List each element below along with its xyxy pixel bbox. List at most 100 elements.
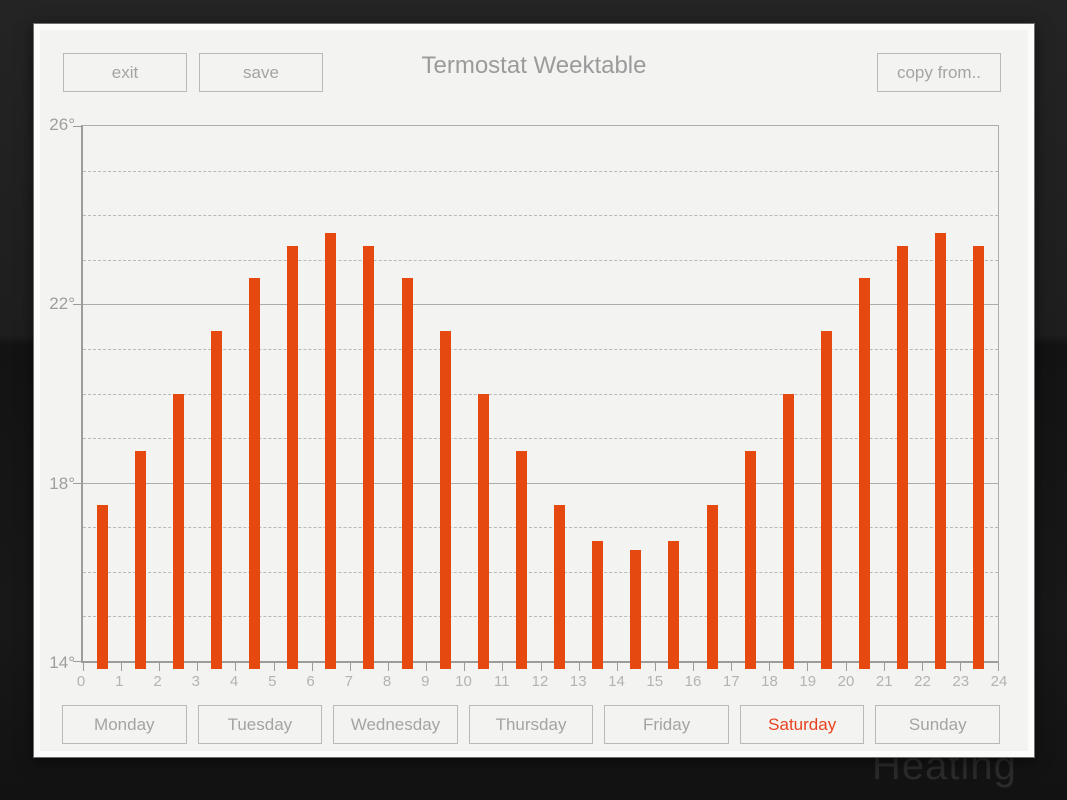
gridline: [83, 616, 998, 618]
temperature-bar-hour-14[interactable]: [630, 549, 642, 669]
x-axis-tick: [959, 663, 961, 671]
day-tab-sunday[interactable]: Sunday: [875, 705, 1001, 744]
x-axis-tick: [121, 663, 123, 671]
x-axis-tick-label: 24: [990, 673, 1008, 690]
exit-button[interactable]: exit: [63, 53, 187, 92]
x-axis-tick: [426, 663, 428, 671]
y-axis-tick-label: 22°: [49, 294, 75, 314]
temperature-bar-hour-18[interactable]: [782, 393, 794, 669]
x-axis-tick-label: 15: [646, 673, 664, 690]
temperature-bar-hour-3[interactable]: [210, 331, 222, 669]
x-axis-tick: [731, 663, 733, 671]
x-axis-tick-label: 12: [531, 673, 549, 690]
y-axis-tick: [73, 126, 81, 127]
x-axis-tick: [654, 663, 656, 671]
x-axis-tick-label: 8: [382, 673, 392, 690]
x-axis-tick-label: 13: [569, 673, 587, 690]
temperature-bar-hour-12[interactable]: [554, 504, 566, 669]
gridline: [83, 215, 998, 217]
temperature-bar-hour-6[interactable]: [325, 233, 337, 669]
x-axis-tick-label: 0: [76, 673, 86, 690]
x-axis-tick-label: 14: [608, 673, 625, 690]
x-axis-tick-label: 10: [455, 673, 472, 690]
x-axis-tick-label: 3: [191, 673, 200, 690]
temperature-bar-hour-4[interactable]: [249, 277, 261, 669]
x-axis-tick-label: 22: [914, 673, 931, 690]
temperature-bar-hour-15[interactable]: [668, 540, 680, 669]
x-axis-labels: 0 1 2 3 4 5 6 7 8 9 10 11 12 13 14 15 16 17 18 19 20 21 22 23 24: [77, 673, 1008, 693]
x-axis-tick-label: 5: [268, 673, 277, 690]
temperature-bar-hour-0[interactable]: [96, 504, 108, 669]
x-axis-tick: [159, 663, 161, 671]
day-tab-monday[interactable]: Monday: [62, 705, 187, 744]
gridline: [83, 482, 998, 484]
temperature-bar-hour-16[interactable]: [706, 504, 718, 669]
day-tab-saturday[interactable]: Saturday: [739, 705, 865, 744]
x-axis-tick-label: 2: [153, 673, 162, 690]
x-axis-tick-label: 23: [952, 673, 970, 690]
temperature-bar-hour-9[interactable]: [439, 331, 451, 669]
x-axis-tick: [540, 663, 542, 671]
gridline: [83, 348, 998, 350]
y-axis-tick: [73, 482, 81, 484]
x-axis-tick-label: 20: [837, 673, 855, 690]
page-title: Termostat Weektable: [421, 52, 647, 79]
x-axis-tick: [807, 663, 809, 671]
y-axis-tick-label: 26°: [49, 115, 75, 134]
x-axis-tick-label: 6: [306, 673, 315, 690]
day-tab-tuesday[interactable]: Tuesday: [197, 705, 323, 744]
y-axis-tick: [73, 304, 81, 306]
x-axis-tick-label: 19: [799, 673, 817, 690]
y-axis-tick-label: 14°: [49, 653, 75, 672]
temperature-bar-hour-17[interactable]: [744, 451, 756, 669]
x-axis-tick: [883, 663, 885, 671]
temperature-bar-hour-19[interactable]: [820, 331, 832, 669]
day-tab-friday[interactable]: Friday: [604, 705, 729, 744]
x-axis-tick: [769, 663, 771, 671]
temperature-bar-hour-23[interactable]: [973, 246, 985, 669]
gridline: [83, 170, 998, 172]
gridline: [83, 304, 998, 306]
x-axis-tick: [998, 663, 999, 671]
x-axis-tick: [845, 663, 847, 671]
x-axis-tick-label: 16: [684, 673, 702, 690]
day-tab-wednesday[interactable]: Wednesday: [333, 705, 458, 744]
copy-from-button[interactable]: copy from..: [877, 53, 1001, 92]
temperature-bar-hour-1[interactable]: [134, 451, 146, 669]
plot-area: [73, 125, 999, 671]
day-tabs: Monday Tuesday Wednesday Thursday Friday…: [62, 705, 1001, 744]
day-tab-thursday[interactable]: Thursday: [468, 705, 594, 744]
temperature-bar-hour-21[interactable]: [897, 246, 909, 669]
temperature-bar-hour-13[interactable]: [592, 540, 604, 669]
x-axis-tick-label: 4: [229, 673, 239, 690]
x-axis-tick-label: 18: [761, 673, 778, 690]
y-axis-tick-label: 18°: [49, 473, 75, 493]
temperature-bar-hour-20[interactable]: [859, 277, 871, 669]
x-axis-tick: [502, 663, 504, 671]
thermostat-weektable-window: exit save Termostat Weektable copy from.…: [33, 23, 1035, 758]
x-axis-tick-label: 9: [421, 673, 430, 690]
x-axis-tick: [578, 663, 580, 671]
x-axis-tick: [311, 663, 313, 671]
temperature-bar-hour-11[interactable]: [515, 451, 527, 669]
temperature-bar-hour-2[interactable]: [172, 393, 184, 669]
save-button[interactable]: save: [199, 53, 323, 92]
y-axis-tick: [73, 661, 81, 662]
y-axis-labels: 26° 22° 18° 14°: [40, 115, 75, 672]
gridline: [83, 571, 998, 573]
x-axis-tick: [921, 663, 923, 671]
x-axis-tick-label: 21: [875, 673, 893, 690]
temperature-bar-hour-8[interactable]: [401, 277, 413, 669]
temperature-bar-hour-22[interactable]: [935, 233, 947, 669]
x-axis-tick-label: 7: [344, 673, 353, 690]
gridline: [83, 259, 998, 261]
x-axis-tick: [692, 663, 694, 671]
gridline: [83, 393, 998, 395]
temperature-bar-hour-10[interactable]: [477, 393, 489, 669]
gridline: [83, 527, 998, 529]
x-axis-tick: [464, 663, 466, 671]
x-axis-tick: [235, 663, 237, 671]
x-axis-tick: [83, 663, 84, 671]
temperature-bar-hour-7[interactable]: [363, 246, 375, 669]
temperature-bar-hour-5[interactable]: [287, 246, 299, 669]
